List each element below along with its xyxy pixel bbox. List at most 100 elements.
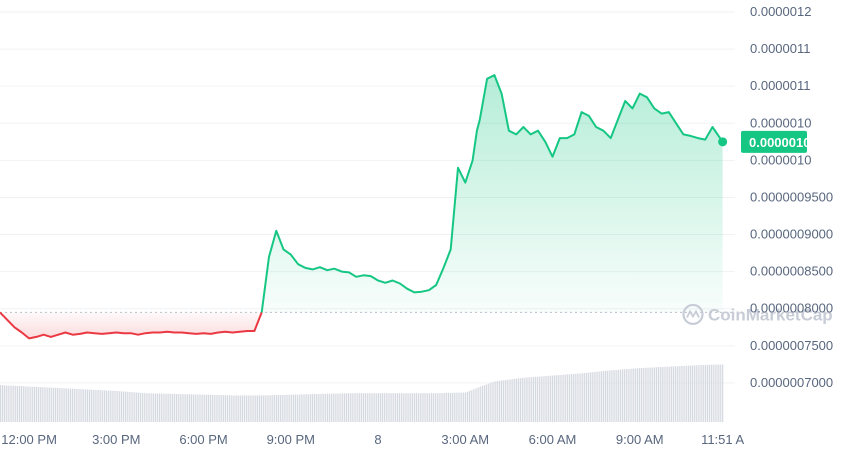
volume-bar (478, 387, 480, 422)
volume-bar (340, 393, 342, 422)
volume-bar (674, 366, 677, 422)
volume-bar (529, 377, 531, 422)
volume-bar (691, 365, 694, 422)
volume-bar (493, 381, 495, 422)
volume-bar (376, 393, 378, 422)
volume-bar (56, 387, 58, 422)
volume-bar (81, 389, 83, 422)
volume-bar (336, 393, 338, 422)
volume-bar (35, 386, 38, 422)
volume-bar (243, 395, 246, 422)
volume-bar (232, 395, 234, 422)
volume-bar (567, 374, 569, 422)
volume-bar (173, 393, 176, 422)
volume-bar (183, 394, 185, 422)
volume-bar (676, 366, 678, 422)
volume-bar (117, 391, 119, 422)
volume-bar (697, 365, 699, 422)
volume-bar (51, 387, 53, 422)
volume-bar (678, 366, 680, 422)
volume-bar (627, 369, 629, 422)
volume-bar (328, 393, 331, 422)
volume-bar (402, 393, 404, 422)
volume-bar (245, 395, 247, 422)
volume-bar (642, 367, 644, 422)
volume-bar (672, 366, 675, 422)
volume-bar (15, 385, 17, 422)
volume-bar (332, 393, 334, 422)
volume-bar (438, 393, 440, 422)
volume-bar (650, 367, 652, 422)
volume-bar (113, 390, 115, 422)
y-tick-label: 0.0000009000 (750, 227, 833, 242)
x-tick-label: 3:00 AM (441, 432, 489, 447)
volume-bar (96, 389, 98, 422)
volume-bar (591, 372, 593, 422)
volume-bar (98, 390, 100, 422)
volume-bar (542, 376, 544, 422)
volume-bar (470, 390, 472, 422)
volume-bar (572, 373, 574, 422)
volume-bar (306, 394, 308, 422)
volume-bar (323, 393, 325, 422)
volume-bar (221, 395, 223, 422)
volume-bar (366, 393, 368, 422)
volume-bar (54, 387, 57, 422)
volume-bar (368, 393, 370, 422)
y-tick-label: 0.0000010 (750, 115, 811, 130)
volume-bar (177, 394, 179, 422)
volume-bar (66, 388, 68, 422)
volume-bar (0, 385, 2, 422)
volume-bar (533, 376, 535, 422)
volume-bar (289, 394, 291, 422)
volume-bar (137, 392, 140, 422)
volume-bar (644, 367, 646, 422)
volume-bar (153, 393, 155, 422)
volume-bar (555, 375, 557, 422)
volume-bar (631, 368, 633, 422)
volume-bar (311, 394, 314, 422)
volume-bar (487, 383, 489, 422)
volume-bar (396, 393, 399, 422)
volume-bar (32, 386, 34, 422)
volume-bar (413, 393, 416, 422)
volume-bar (47, 387, 49, 422)
watermark-text: CoinMarketCap (708, 305, 833, 324)
volume-bar (13, 385, 15, 422)
volume-bar (508, 379, 510, 422)
volume-bar (149, 393, 151, 422)
volume-bar (461, 392, 463, 422)
volume-bar (362, 393, 365, 422)
down-area (0, 312, 262, 339)
volume-bar (309, 394, 312, 422)
volume-bar (512, 379, 514, 422)
volume-bar (506, 379, 508, 422)
volume-bar (285, 394, 287, 422)
volume-bar (181, 394, 183, 422)
volume-bar (147, 393, 149, 422)
volume-bar (313, 394, 315, 422)
volume-bar (587, 372, 590, 422)
volume-bar (693, 365, 695, 422)
volume-bar (162, 393, 164, 422)
volume-bar (20, 386, 22, 422)
volume-bar (446, 392, 448, 422)
volume-bar (302, 394, 304, 422)
volume-bar (708, 364, 711, 422)
volume-bar (440, 393, 442, 422)
volume-bar (463, 392, 465, 422)
volume-bar (595, 371, 597, 422)
volume-bar (489, 383, 491, 422)
volume-bar (659, 367, 661, 422)
volume-bar (166, 393, 168, 422)
volume-bar (62, 388, 64, 422)
volume-bar (712, 364, 714, 422)
volume-bar (266, 395, 268, 422)
volume-bar (281, 394, 283, 422)
volume-bar (495, 381, 497, 422)
volume-bar (349, 393, 351, 422)
volume-bar (602, 371, 605, 422)
volume-bar (563, 374, 565, 422)
